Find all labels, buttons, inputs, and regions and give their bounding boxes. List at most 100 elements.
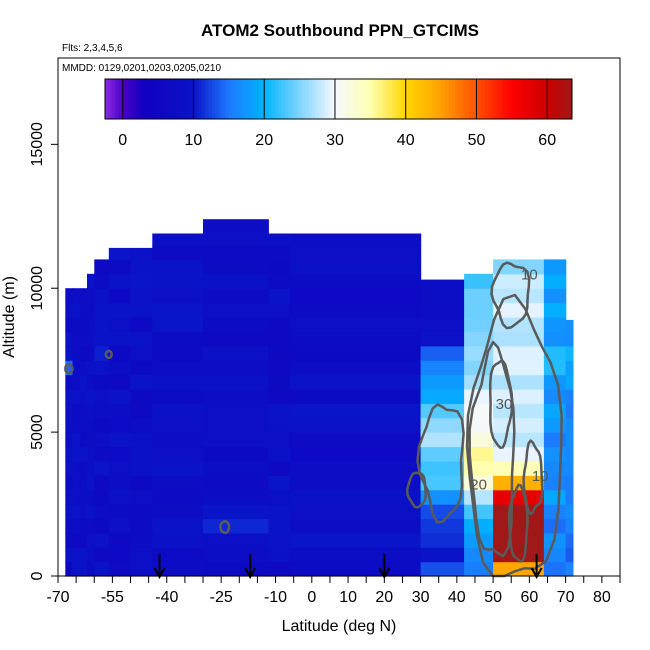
heatmap-cell bbox=[290, 374, 422, 390]
heatmap-cell bbox=[87, 360, 95, 376]
heatmap-cell bbox=[420, 345, 465, 361]
heatmap-cell bbox=[72, 331, 81, 347]
colorbar-segment bbox=[541, 79, 546, 119]
heatmap-cell bbox=[130, 317, 153, 332]
colorbar-segment bbox=[111, 79, 116, 119]
heatmap-cell bbox=[420, 302, 465, 318]
contour-line bbox=[64, 363, 74, 375]
heatmap-cell bbox=[290, 345, 422, 361]
heatmap-cell bbox=[79, 317, 88, 332]
heatmap-cell bbox=[79, 561, 88, 577]
heatmap-cell bbox=[79, 417, 88, 433]
colorbar-segment bbox=[455, 79, 460, 119]
colorbar-segment bbox=[211, 79, 216, 119]
heatmap-cell bbox=[268, 403, 291, 419]
colorbar-segment bbox=[371, 79, 376, 119]
heatmap-cell bbox=[268, 331, 291, 347]
colorbar-segment bbox=[511, 79, 516, 119]
heatmap-cell bbox=[87, 273, 95, 289]
colorbar-segment bbox=[521, 79, 526, 119]
colorbar-segment bbox=[255, 79, 259, 119]
heatmap-cell bbox=[203, 288, 269, 304]
heatmap-cell bbox=[420, 475, 465, 491]
heatmap-cell bbox=[493, 374, 545, 390]
colorbar-segment bbox=[525, 79, 530, 119]
heatmap-cell bbox=[464, 317, 494, 332]
heatmap-cell bbox=[290, 273, 422, 289]
heatmap-cell bbox=[79, 302, 88, 318]
x-tick-label: -55 bbox=[101, 589, 124, 606]
heatmap-cell bbox=[130, 388, 153, 404]
heatmap-cell bbox=[493, 288, 545, 304]
heatmap-cell bbox=[65, 388, 74, 404]
chart-dates-subtitle: MMDD: 0129,0201,0203,0205,0210 bbox=[62, 63, 221, 74]
colorbar-segment bbox=[158, 79, 163, 119]
heatmap-cell bbox=[203, 345, 269, 361]
colorbar-segment bbox=[528, 79, 533, 119]
heatmap-cell bbox=[108, 432, 132, 448]
colorbar-segment bbox=[188, 79, 193, 119]
heatmap-cell bbox=[565, 345, 574, 361]
heatmap-cell bbox=[79, 288, 88, 304]
heatmap-cell bbox=[72, 417, 81, 433]
heatmap-cell bbox=[268, 259, 291, 275]
heatmap-cell bbox=[94, 302, 110, 318]
x-tick-label: 60 bbox=[521, 589, 539, 606]
heatmap-cell bbox=[493, 345, 545, 361]
colorbar-segment bbox=[498, 79, 503, 119]
colorbar-segment bbox=[445, 79, 450, 119]
heatmap-cell bbox=[268, 561, 291, 577]
heatmap-cell bbox=[420, 331, 465, 347]
heatmap-cell bbox=[87, 331, 95, 347]
colorbar-segment bbox=[198, 79, 203, 119]
colorbar-segment bbox=[121, 79, 126, 119]
heatmap-cell bbox=[464, 288, 494, 304]
heatmap-cell bbox=[420, 279, 465, 289]
heatmap-cell bbox=[94, 532, 110, 548]
heatmap-cell bbox=[79, 475, 88, 491]
heatmap-cell bbox=[94, 475, 110, 491]
heatmap-cell bbox=[94, 374, 110, 390]
contour-line bbox=[465, 293, 563, 578]
heatmap-cell bbox=[65, 475, 74, 491]
heatmap-cell bbox=[420, 460, 465, 476]
x-tick-label: -25 bbox=[210, 589, 233, 606]
contour-label: 10 bbox=[532, 468, 549, 485]
colorbar-segment bbox=[481, 79, 486, 119]
heatmap-cell bbox=[420, 446, 465, 462]
heatmap-cell bbox=[290, 233, 422, 246]
heatmap-cell bbox=[65, 403, 74, 419]
heatmap-cell bbox=[130, 489, 153, 505]
colorbar-segment bbox=[195, 79, 199, 119]
colorbar-tick-label: 10 bbox=[185, 132, 203, 149]
heatmap-cell bbox=[94, 518, 110, 534]
colorbar-segment bbox=[415, 79, 420, 119]
colorbar-segment bbox=[218, 79, 223, 119]
heatmap-cell bbox=[565, 489, 574, 505]
colorbar-segment bbox=[131, 79, 136, 119]
colorbar-segment bbox=[345, 79, 350, 119]
heatmap-cell bbox=[268, 273, 291, 289]
colorbar-segment bbox=[385, 79, 390, 119]
heatmap-cell bbox=[130, 475, 153, 491]
heatmap-cell bbox=[130, 518, 153, 534]
colorbar-segment bbox=[178, 79, 183, 119]
heatmap-cell bbox=[65, 446, 74, 462]
colorbar-segment bbox=[538, 79, 543, 119]
heatmap-cell bbox=[108, 547, 132, 563]
colorbar-segment bbox=[185, 79, 189, 119]
heatmap-cell bbox=[130, 446, 153, 462]
heatmap-cell bbox=[203, 360, 269, 376]
colorbar-segment bbox=[485, 79, 490, 119]
heatmap-cell bbox=[79, 403, 88, 419]
heatmap-cell bbox=[565, 331, 574, 347]
heatmap-cell bbox=[108, 417, 132, 433]
colorbar-segment bbox=[321, 79, 326, 119]
heatmap-cell bbox=[152, 374, 204, 390]
colorbar-segment bbox=[285, 79, 289, 119]
heatmap-cell bbox=[565, 319, 574, 332]
colorbar-segment bbox=[338, 79, 343, 119]
colorbar-segment bbox=[568, 79, 573, 119]
heatmap-cell bbox=[203, 219, 269, 232]
